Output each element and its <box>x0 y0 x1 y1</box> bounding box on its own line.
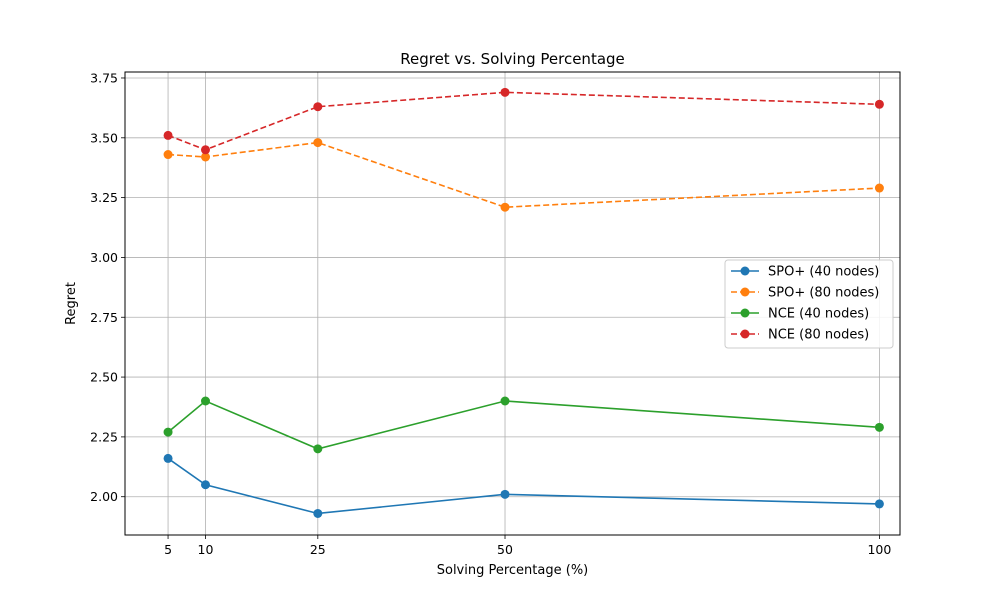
x-axis-label: Solving Percentage (%) <box>437 563 589 578</box>
data-point <box>163 130 173 140</box>
legend-item: SPO+ (80 nodes) <box>731 286 879 301</box>
series-line <box>168 141 880 208</box>
data-point <box>500 489 510 499</box>
series-4 <box>163 87 884 155</box>
x-tick-label: 100 <box>867 542 891 557</box>
data-point <box>163 427 173 437</box>
legend-label: SPO+ (80 nodes) <box>768 286 879 301</box>
legend-marker <box>740 266 750 276</box>
y-axis-label: Regret <box>64 282 79 325</box>
data-point <box>163 453 173 463</box>
y-tick-label: 2.75 <box>90 310 118 325</box>
series-3 <box>163 396 884 454</box>
y-tick-label: 2.50 <box>90 370 118 385</box>
x-tick-label: 25 <box>310 542 326 557</box>
data-point <box>874 499 884 509</box>
x-tick-label: 5 <box>164 542 172 557</box>
legend-label: NCE (80 nodes) <box>768 328 869 343</box>
series-2 <box>163 138 884 212</box>
data-point <box>200 145 210 155</box>
data-point <box>500 396 510 406</box>
legend-box <box>724 259 894 349</box>
data-point <box>500 87 510 97</box>
legend-label: NCE (40 nodes) <box>768 307 869 322</box>
data-point <box>313 102 323 112</box>
y-tick-label: 3.75 <box>90 70 118 85</box>
data-point <box>313 444 323 454</box>
legend-item: NCE (40 nodes) <box>731 307 869 322</box>
y-tick-label: 3.50 <box>90 130 118 145</box>
data-point <box>313 508 323 518</box>
data-point <box>200 480 210 490</box>
series-line <box>167 91 880 151</box>
x-tick-label: 50 <box>497 542 513 557</box>
y-tick-label: 3.00 <box>90 250 118 265</box>
y-tick-label: 2.00 <box>90 489 118 504</box>
data-point <box>313 138 323 148</box>
grid <box>125 72 900 535</box>
data-point <box>874 422 884 432</box>
legend-marker <box>740 287 750 297</box>
legend-label: SPO+ (40 nodes) <box>768 265 879 280</box>
data-point <box>500 202 510 212</box>
series-1 <box>163 453 884 518</box>
data-point <box>200 152 210 162</box>
legend: SPO+ (40 nodes) SPO+ (80 nodes) NCE (40 no… <box>724 259 894 349</box>
legend-item: NCE (80 nodes) <box>731 328 869 343</box>
y-tick-label: 3.25 <box>90 190 118 205</box>
x-tick-label: 10 <box>198 542 214 557</box>
legend-item: SPO+ (40 nodes) <box>731 265 879 280</box>
data-point <box>200 396 210 406</box>
chart-title: Regret vs. Solving Percentage <box>400 50 625 68</box>
y-tick-label: 2.25 <box>90 429 118 444</box>
plot-frame <box>124 71 901 536</box>
ticks: 5 10 25 50 100 2.00 2.25 2.50 2.75 3.00 3.25 3.50 3.… <box>90 70 891 557</box>
legend-marker <box>740 308 750 318</box>
series-layer <box>163 87 884 518</box>
data-point <box>163 150 173 160</box>
data-point <box>874 99 884 109</box>
legend-marker <box>740 329 750 339</box>
data-point <box>874 183 884 193</box>
